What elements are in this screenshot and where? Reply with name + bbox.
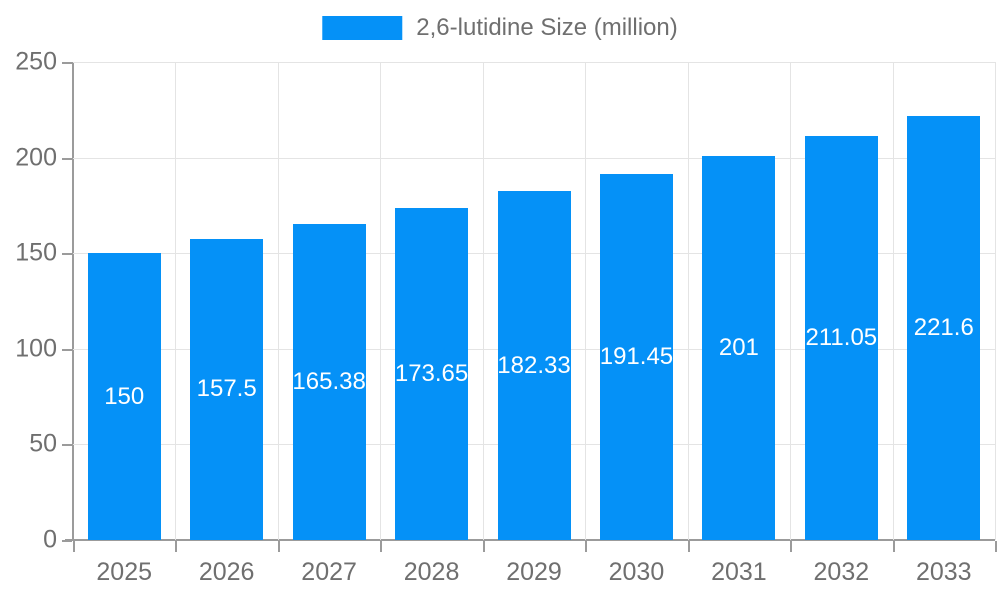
x-axis-tick-label: 2025 (96, 558, 153, 586)
bar (907, 116, 981, 540)
bar-value-label: 191.45 (599, 342, 674, 370)
gridline-horizontal (73, 62, 995, 63)
x-axis-tick-label: 2026 (198, 558, 255, 586)
x-axis-line (65, 539, 995, 541)
gridline-vertical (585, 62, 587, 540)
gridline-vertical (482, 62, 484, 540)
y-axis-tick-mark (62, 540, 72, 542)
bar (190, 238, 264, 540)
x-axis-tick-label: 2031 (711, 558, 767, 586)
gridline-vertical (995, 62, 996, 540)
y-axis-tick-label: 200 (15, 143, 57, 172)
legend: 2,6-lutidine Size (million) (322, 14, 678, 41)
plot-area: 150 157.5 165.38 173.65 182.33 191.45 201 211.0… (62, 62, 997, 552)
x-axis-tick-label: 2027 (301, 558, 357, 586)
bar (599, 173, 673, 540)
y-axis-tick-mark (62, 348, 72, 351)
gridline-vertical (790, 62, 792, 540)
x-axis-tick-mark (585, 541, 588, 552)
x-axis-tick-label: 2032 (813, 558, 870, 586)
bar (292, 223, 366, 540)
y-axis-tick-label: 100 (15, 334, 57, 363)
y-axis-tick-mark (62, 62, 72, 64)
gridline-horizontal (73, 157, 995, 159)
legend-swatch (322, 16, 403, 40)
y-axis-tick-label: 150 (15, 238, 57, 267)
y-axis-tick-label: 0 (43, 525, 57, 554)
y-axis-line (72, 62, 74, 540)
legend-label: 2,6-lutidine Size (million) (416, 14, 678, 41)
bar-value-label: 182.33 (497, 351, 571, 379)
bar-value-label: 221.6 (913, 314, 974, 342)
x-axis-tick-mark (995, 541, 997, 552)
bar (87, 253, 161, 540)
x-axis-tick-label: 2033 (915, 558, 972, 586)
bar-value-label: 201 (718, 333, 759, 361)
y-axis-tick-label: 250 (15, 47, 57, 76)
bar-value-label: 150 (104, 382, 145, 410)
y-axis-tick-label: 50 (29, 429, 57, 458)
gridline-vertical (892, 62, 894, 540)
x-axis-tick-label: 2030 (608, 558, 665, 586)
gridline-vertical (380, 62, 382, 540)
x-axis-tick-label: 2028 (403, 558, 460, 586)
bar-value-label: 165.38 (292, 367, 366, 395)
bar (395, 207, 469, 540)
bar (497, 191, 571, 540)
bar-value-label: 173.65 (394, 359, 469, 387)
bar-value-label: 157.5 (196, 375, 257, 403)
y-axis-tick-mark (62, 253, 72, 256)
x-axis-tick-mark (175, 541, 178, 552)
y-axis-tick-mark (62, 157, 72, 160)
bar (804, 136, 878, 540)
gridline-vertical (175, 62, 177, 540)
x-axis-tick-mark (687, 541, 690, 552)
x-axis-tick-mark (73, 541, 75, 552)
y-axis-tick-mark (62, 444, 72, 447)
x-axis-tick-mark (277, 541, 280, 552)
x-axis-tick-mark (790, 541, 793, 552)
bar (702, 155, 776, 540)
gridline-vertical (687, 62, 689, 540)
bar-value-label: 211.05 (805, 324, 878, 352)
x-axis-tick-mark (892, 541, 895, 552)
x-axis-tick-mark (482, 541, 485, 552)
x-axis-tick-label: 2029 (506, 558, 562, 586)
gridline-vertical (277, 62, 279, 540)
x-axis-tick-mark (380, 541, 383, 552)
